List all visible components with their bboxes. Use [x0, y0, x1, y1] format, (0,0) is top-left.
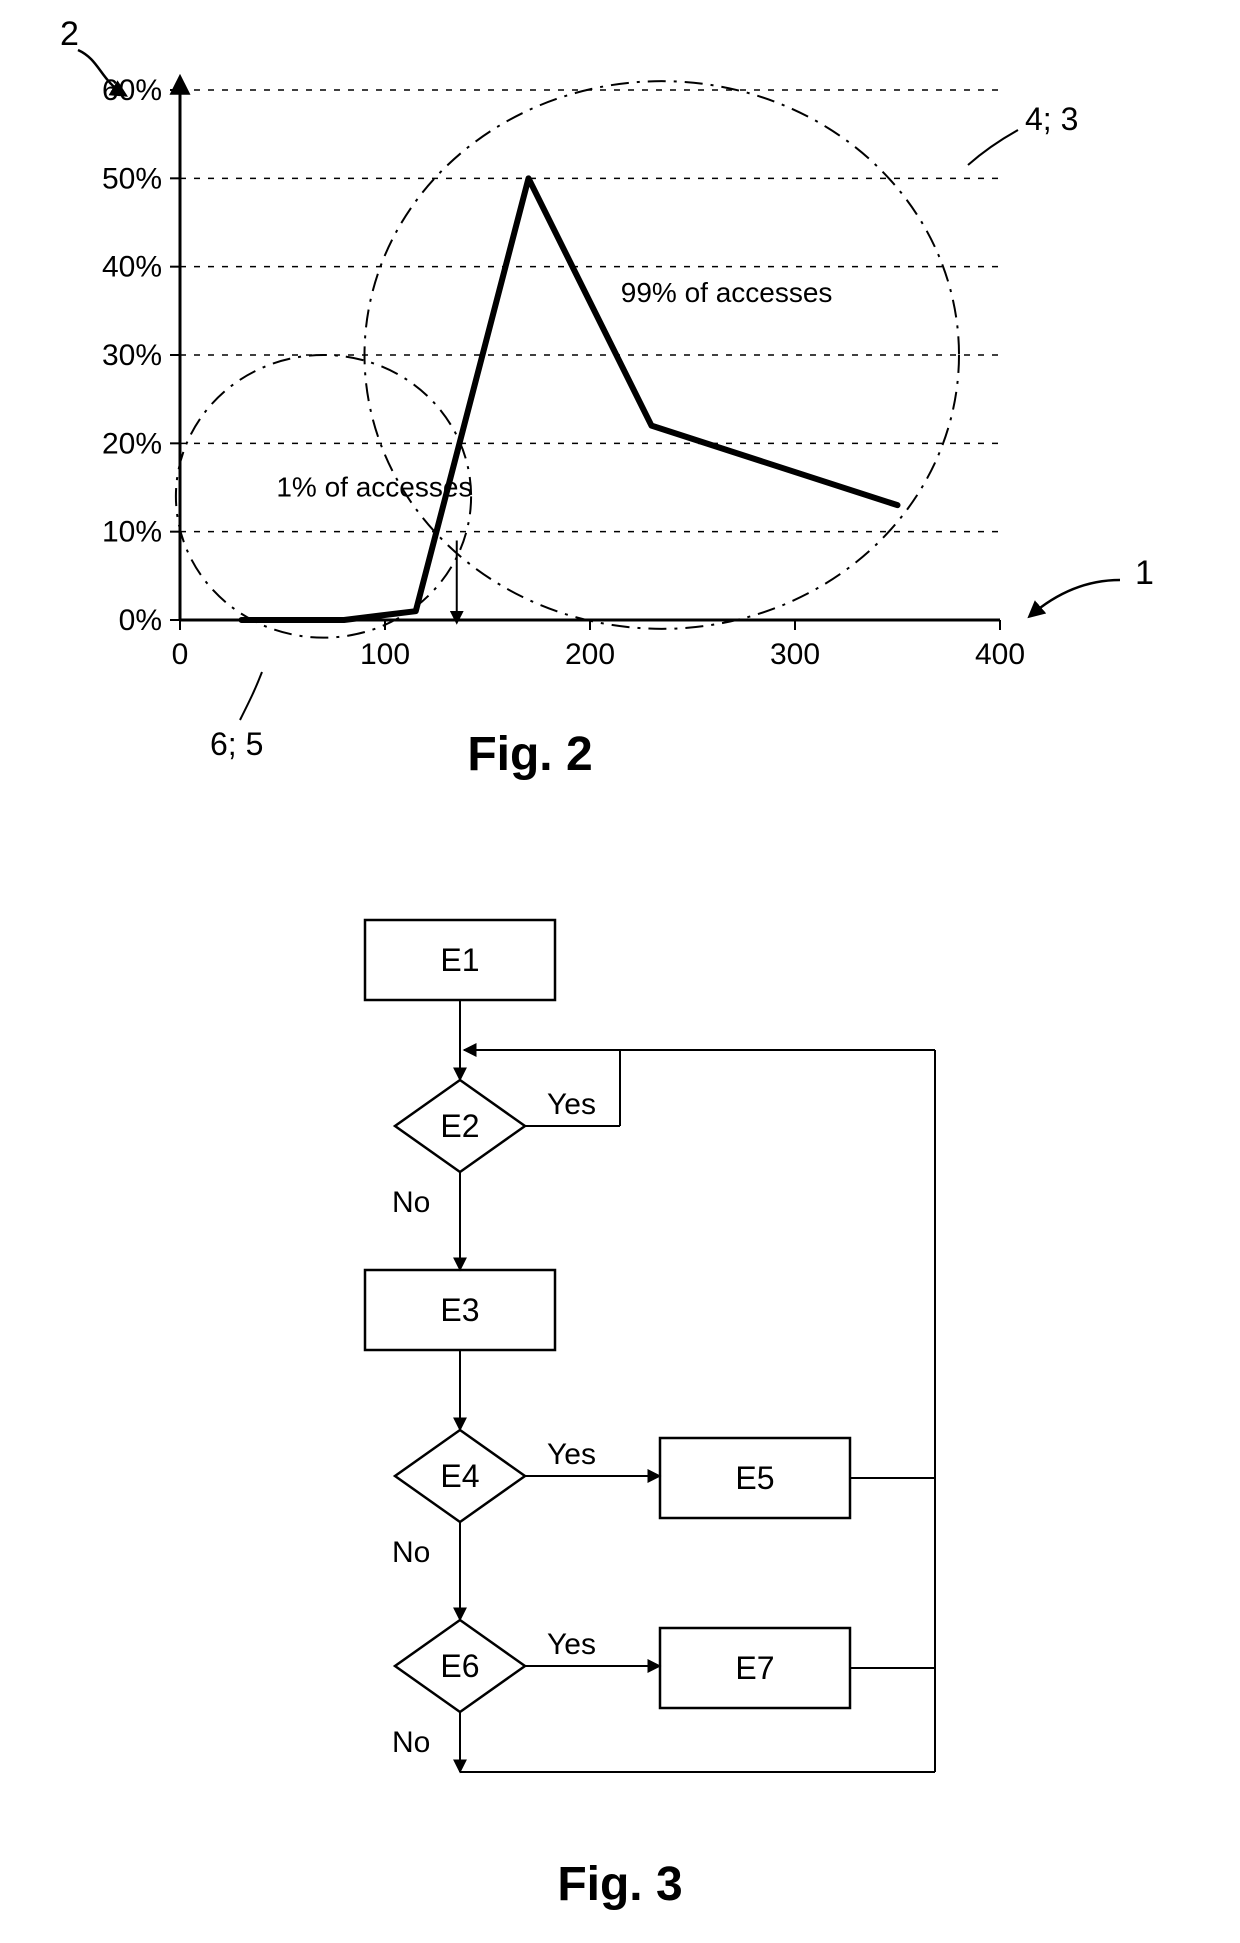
node-e4-label: E4: [440, 1458, 479, 1494]
fig3-flowchart: E1 E2 E3 E4 E5 E6 E7 Yes No Yes No Yes No Fig. 3: [0, 900, 1240, 1943]
ellipse-small-label: 1% of accesses: [276, 471, 472, 502]
ellipse-large-ref: 4; 3: [1025, 101, 1078, 137]
y-tick-label: 20%: [102, 427, 162, 460]
y-tick-label: 30%: [102, 339, 162, 372]
x-tick-label: 400: [975, 638, 1025, 671]
node-e3-label: E3: [440, 1292, 479, 1328]
page: 0 100 200 300 400 0% 10% 20% 30% 40% 50% 60% 1% of a…: [0, 0, 1240, 1943]
e4-no-label: No: [392, 1536, 430, 1569]
ellipse-small-ref: 6; 5: [210, 726, 263, 762]
y-tick-label: 40%: [102, 251, 162, 284]
y-tick-label: 0%: [119, 604, 162, 637]
x-tick-label: 0: [172, 638, 189, 671]
e2-no-label: No: [392, 1186, 430, 1219]
node-e5-label: E5: [735, 1460, 774, 1496]
callout-x-axis-squiggle-icon: [1030, 580, 1120, 616]
fig2-chart: 0 100 200 300 400 0% 10% 20% 30% 40% 50% 60% 1% of a…: [0, 0, 1240, 900]
y-tick-label: 50%: [102, 162, 162, 195]
y-tick-label: 10%: [102, 516, 162, 549]
ellipse-small-ref-leader-icon: [240, 672, 262, 720]
node-e3: E3: [365, 1270, 555, 1350]
node-e6: E6: [395, 1620, 525, 1712]
x-tick-label: 100: [360, 638, 410, 671]
node-e2: E2: [395, 1080, 525, 1172]
callout-x-axis-label: 1: [1135, 554, 1154, 592]
node-e7-label: E7: [735, 1650, 774, 1686]
ellipse-large-label: 99% of accesses: [621, 277, 833, 308]
node-e7: E7: [660, 1628, 850, 1708]
x-tick-label: 200: [565, 638, 615, 671]
callout-y-axis-label: 2: [60, 15, 79, 53]
data-line: [242, 178, 898, 620]
x-tick-label: 300: [770, 638, 820, 671]
e6-no-label: No: [392, 1726, 430, 1759]
e4-yes-label: Yes: [547, 1438, 596, 1471]
node-e1-label: E1: [440, 942, 479, 978]
e2-yes-label: Yes: [547, 1088, 596, 1121]
y-tick-label: 60%: [102, 74, 162, 107]
fig3-caption: Fig. 3: [557, 1858, 682, 1911]
ellipse-large-ref-leader-icon: [968, 130, 1018, 165]
e6-yes-label: Yes: [547, 1628, 596, 1661]
node-e6-label: E6: [440, 1648, 479, 1684]
node-e5: E5: [660, 1438, 850, 1518]
node-e4: E4: [395, 1430, 525, 1522]
node-e1: E1: [365, 920, 555, 1000]
fig2-caption: Fig. 2: [467, 728, 592, 781]
node-e2-label: E2: [440, 1108, 479, 1144]
